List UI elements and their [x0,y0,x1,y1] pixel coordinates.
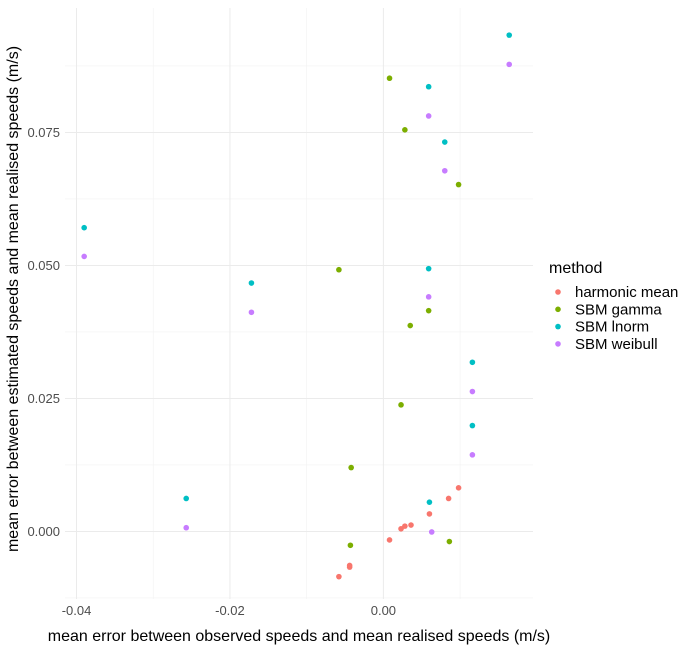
data-point [81,253,87,260]
data-point [506,32,513,38]
x-axis-title: mean error between observed speeds and m… [48,628,551,645]
data-point [428,529,435,535]
data-point [248,280,255,286]
data-point [441,167,448,174]
data-point [469,452,476,458]
data-point [469,359,476,366]
data-point [402,127,408,133]
data-point [426,511,433,517]
y-tick-label: 0.025 [27,391,60,406]
data-point [336,266,342,273]
data-point [81,224,87,231]
legend-label: SBM gamma [575,301,662,318]
tick-labels: -0.04 -0.02 0.00 0.000 0.025 0.050 0.075 [27,125,396,618]
data-point [183,524,190,531]
data-point [446,538,453,545]
x-tick-label: -0.04 [62,603,92,618]
gridlines [65,8,533,599]
data-point [402,523,408,529]
data-point [348,464,354,471]
data-point [455,181,462,188]
y-tick-label: 0.075 [27,125,60,140]
data-points [81,32,513,580]
data-point [506,61,513,68]
data-point [441,139,448,145]
data-point [407,322,414,329]
data-point [248,309,255,316]
data-point [455,485,462,491]
data-point [398,402,404,408]
series-sbm-lnorm [81,32,513,505]
legend-label: SBM weibull [575,336,658,353]
series-sbm-gamma [336,75,462,549]
data-point [386,537,393,543]
data-point [425,113,432,119]
legend-key [555,306,561,313]
data-point [425,83,432,90]
data-point [445,495,452,502]
legend-key [555,289,561,295]
legend-label: harmonic mean [575,284,678,301]
data-point [386,75,393,82]
data-point [183,495,190,502]
data-point [425,307,432,314]
data-point [425,265,432,272]
y-axis-title: mean error between estimated speeds and … [5,46,22,552]
y-tick-label: 0.050 [27,258,60,273]
data-point [347,542,354,549]
data-point [469,388,476,395]
legend-label: SBM lnorm [575,319,649,336]
legend-key [555,323,561,330]
series-sbm-weibull [81,61,513,535]
data-point [408,522,414,528]
series-harmonic-mean [336,485,462,580]
data-point [469,422,476,429]
legend-key [555,341,561,347]
data-point [425,294,432,300]
x-tick-label: -0.02 [215,603,245,618]
x-tick-label: 0.00 [371,603,396,618]
legend-title: method [549,260,602,277]
data-point [426,499,433,505]
data-point [346,562,353,569]
data-point [336,573,342,580]
y-tick-label: 0.000 [27,524,60,539]
